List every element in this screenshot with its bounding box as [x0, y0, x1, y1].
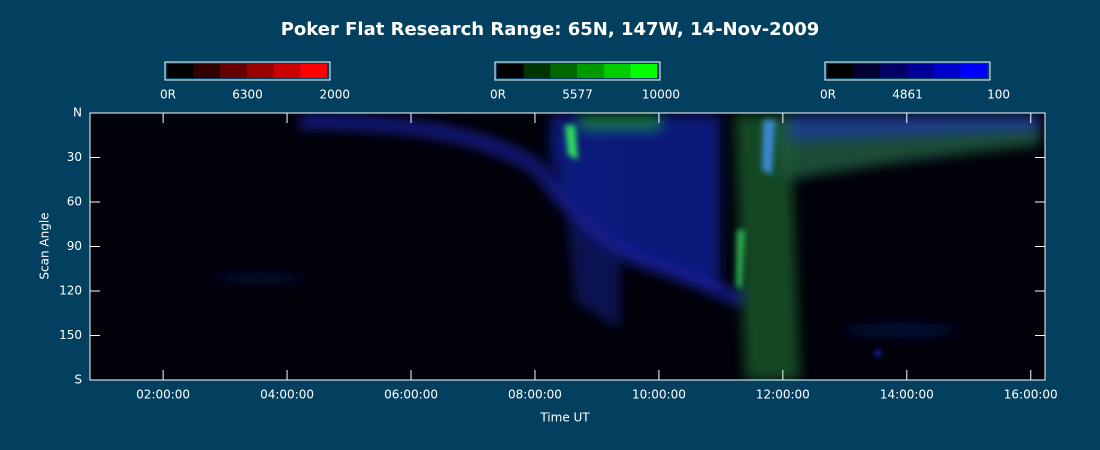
x-tick-label: 12:00:00 [756, 388, 810, 402]
y-tick-label: 150 [59, 328, 82, 342]
x-tick-label: 08:00:00 [508, 388, 562, 402]
colorbar-tick-label: 2000 [319, 88, 350, 102]
colorbar-frame [494, 61, 661, 81]
colorbar-wavelength: 5577 [562, 88, 593, 102]
x-tick-label: 02:00:00 [136, 388, 190, 402]
colorbar-tick-label: 0R [160, 88, 176, 102]
colorbar-swatch [220, 64, 247, 78]
colorbar-swatch [167, 64, 194, 78]
colorbar-tick-label: 0R [820, 88, 836, 102]
colorbar-swatch [247, 64, 274, 78]
x-tick-label: 04:00:00 [260, 388, 314, 402]
x-tick-label: 16:00:00 [1004, 388, 1058, 402]
colorbar-swatch [577, 64, 604, 78]
chart-title: Poker Flat Research Range: 65N, 147W, 14… [281, 19, 820, 40]
colorbar-swatch [193, 64, 221, 78]
colorbar-wavelength: 6300 [232, 88, 263, 102]
y-tick-label: 90 [67, 239, 82, 253]
colorbar-swatch [603, 64, 631, 78]
colorbar-swatch [497, 64, 524, 78]
keogram-image [210, 114, 1040, 380]
y-axis-label: Scan Angle [38, 212, 52, 279]
colorbar-wavelength: 4861 [892, 88, 923, 102]
colorbar-swatch [960, 64, 987, 78]
colorbar-frame [164, 61, 331, 81]
colorbar-swatch [853, 64, 881, 78]
colorbar-swatch [907, 64, 934, 78]
colorbar-swatch [273, 64, 301, 78]
y-tick-label: 60 [67, 195, 82, 209]
y-tick-label: S [74, 373, 82, 387]
x-tick-label: 06:00:00 [384, 388, 438, 402]
colorbar-tick-label: 100 [987, 88, 1010, 102]
colorbar-swatch [550, 64, 577, 78]
colorbar-tick-label: 10000 [642, 88, 680, 102]
x-tick-label: 14:00:00 [880, 388, 934, 402]
x-tick-label: 10:00:00 [632, 388, 686, 402]
y-tick-label: N [73, 106, 82, 120]
colorbar-swatch [630, 64, 657, 78]
colorbar-swatch [300, 64, 327, 78]
colorbar-swatch [523, 64, 551, 78]
colorbar-swatch [880, 64, 907, 78]
colorbar-frame [824, 61, 991, 81]
colorbar-tick-label: 0R [490, 88, 506, 102]
x-axis-label: Time UT [539, 411, 590, 425]
colorbar-swatch [933, 64, 961, 78]
y-tick-label: 120 [59, 284, 82, 298]
colorbar-swatch [827, 64, 854, 78]
y-tick-label: 30 [67, 150, 82, 164]
